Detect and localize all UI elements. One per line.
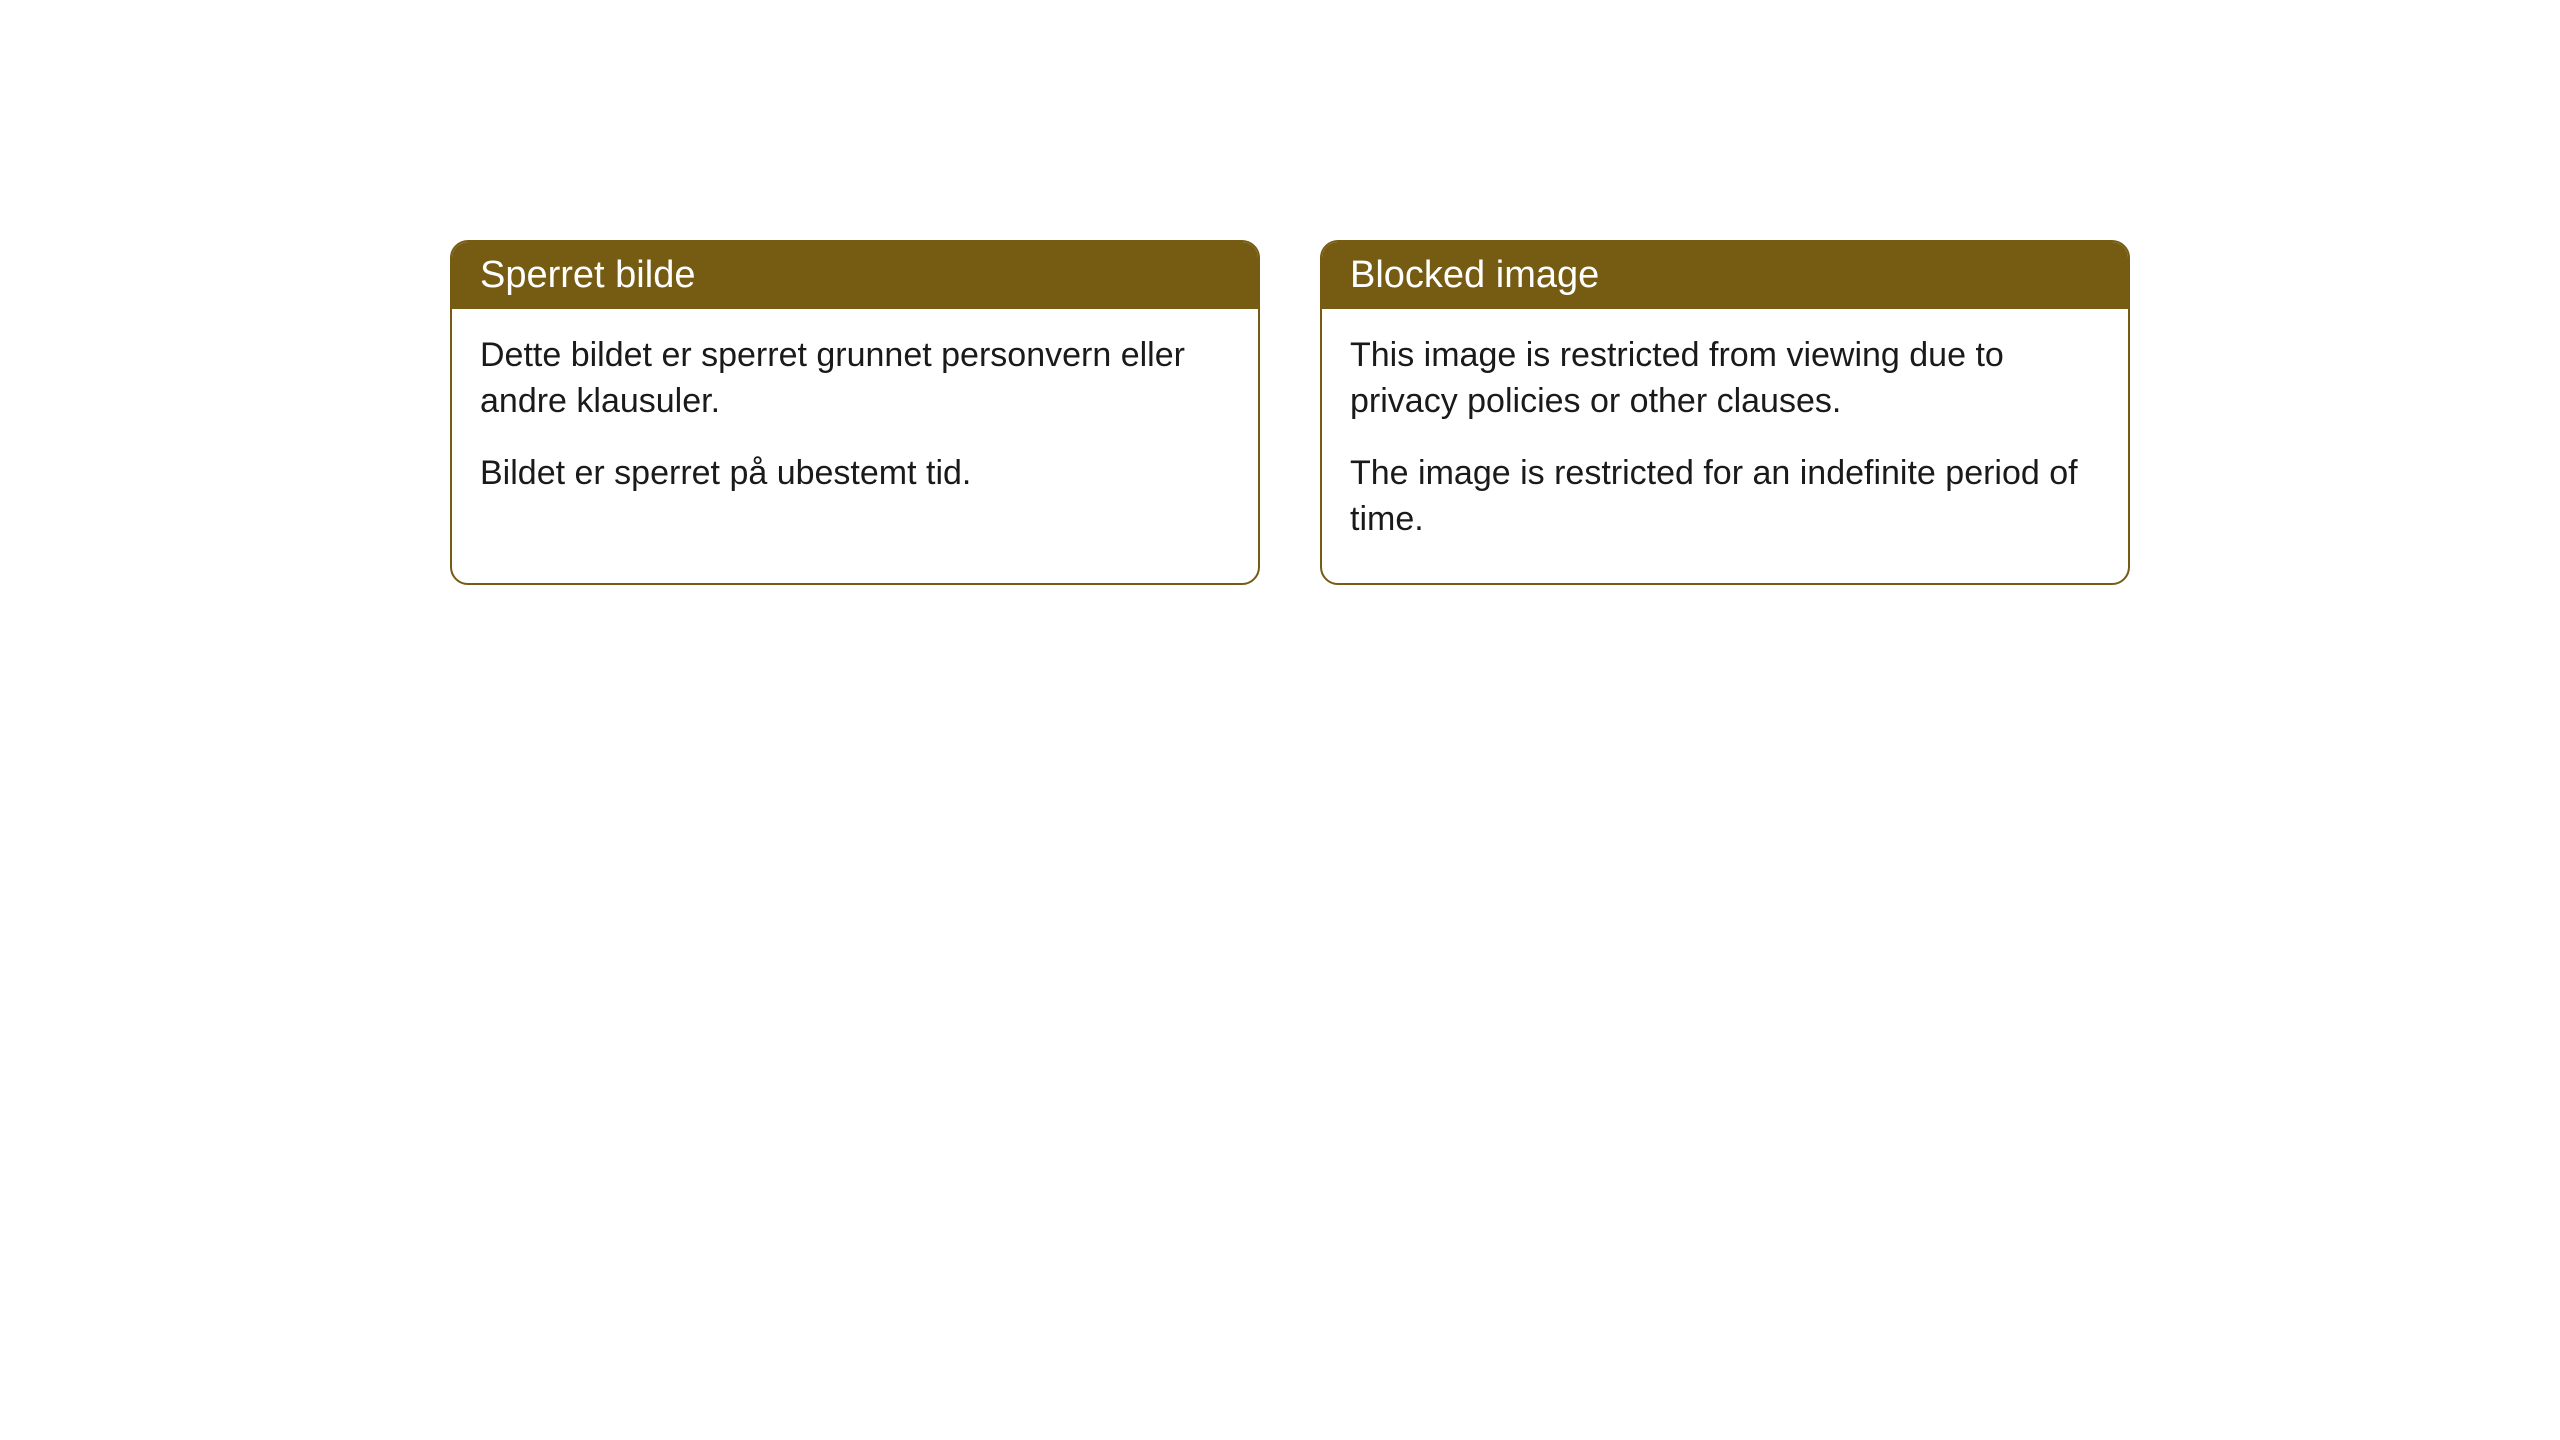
blocked-image-card-english: Blocked image This image is restricted f… [1320,240,2130,585]
card-paragraph: Dette bildet er sperret grunnet personve… [480,333,1230,425]
card-paragraph: The image is restricted for an indefinit… [1350,451,2100,543]
card-title: Sperret bilde [452,242,1258,309]
card-body: Dette bildet er sperret grunnet personve… [452,309,1258,537]
card-paragraph: This image is restricted from viewing du… [1350,333,2100,425]
card-body: This image is restricted from viewing du… [1322,309,2128,583]
card-paragraph: Bildet er sperret på ubestemt tid. [480,451,1230,497]
card-title: Blocked image [1322,242,2128,309]
blocked-image-card-norwegian: Sperret bilde Dette bildet er sperret gr… [450,240,1260,585]
notice-cards-container: Sperret bilde Dette bildet er sperret gr… [450,240,2130,585]
